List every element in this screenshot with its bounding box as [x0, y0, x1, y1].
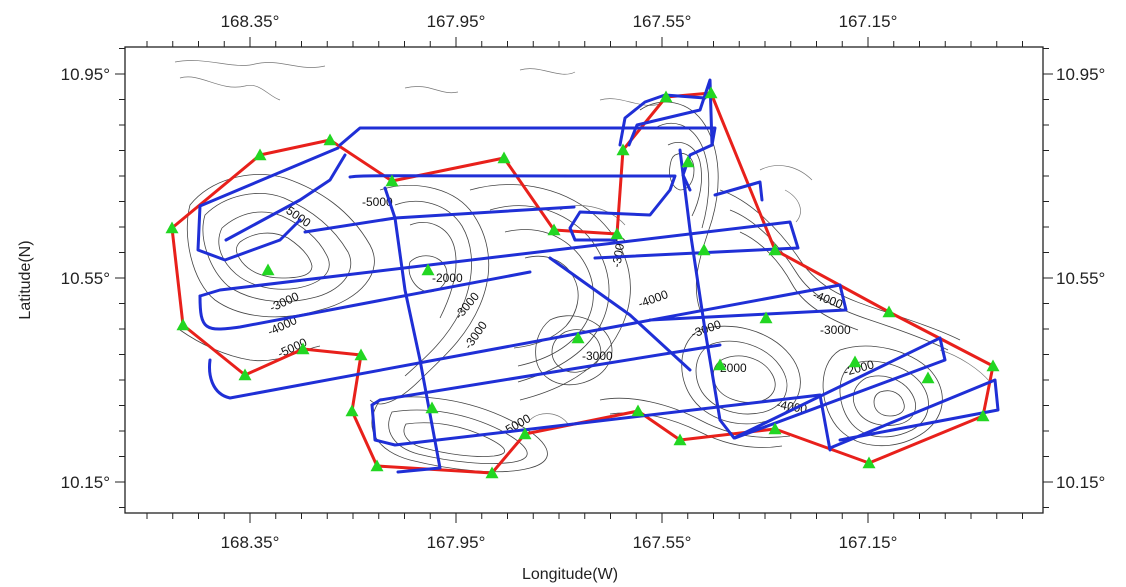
- x-tick-label: 167.95°: [427, 12, 486, 31]
- station-marker: [681, 155, 695, 168]
- contour-label: -2000: [716, 361, 747, 375]
- y-tick-labels-left: 10.95° 10.55° 10.15°: [61, 65, 110, 492]
- station-marker: [921, 371, 935, 384]
- station-marker: [697, 243, 711, 256]
- contour-label: -4000: [775, 397, 808, 416]
- station-marker: [768, 422, 782, 435]
- station-marker: [165, 221, 179, 234]
- x-axis-title: Longitude(W): [522, 566, 618, 583]
- station-marker: [176, 318, 190, 331]
- contour-label: -3000: [820, 323, 851, 337]
- station-marker: [610, 227, 624, 240]
- x-tick-labels-bottom: 168.35° 167.95° 167.55° 167.15°: [221, 533, 898, 552]
- y-axis-title: Latitude(N): [17, 240, 34, 319]
- x-tick-label: 167.15°: [839, 533, 898, 552]
- x-tick-label: 167.55°: [633, 12, 692, 31]
- station-marker: [485, 466, 499, 479]
- y-tick-label: 10.55°: [61, 269, 110, 288]
- station-marker: [354, 348, 368, 361]
- station-marker: [253, 148, 267, 161]
- map-frame: [124, 46, 1044, 514]
- station-marker: [296, 342, 310, 355]
- station-marker: [571, 331, 585, 344]
- station-marker: [616, 143, 630, 156]
- station-marker: [547, 223, 561, 236]
- y-tick-label: 10.15°: [1056, 473, 1105, 492]
- station-marker: [673, 433, 687, 446]
- station-marker: [497, 151, 511, 164]
- y-tick-label: 10.55°: [1056, 269, 1105, 288]
- station-marker: [768, 243, 782, 256]
- station-marker: [976, 409, 990, 422]
- y-tick-label: 10.15°: [61, 473, 110, 492]
- x-tick-label: 168.35°: [221, 533, 280, 552]
- station-marker: [882, 305, 896, 318]
- station-marker: [345, 404, 359, 417]
- station-marker: [704, 86, 718, 99]
- survey-tracks: [196, 78, 1000, 474]
- x-tick-label: 168.35°: [221, 12, 280, 31]
- station-marker: [759, 311, 773, 324]
- minor-ticks: [115, 37, 1053, 523]
- x-tick-labels-top: 168.35° 167.95° 167.55° 167.15°: [221, 12, 898, 31]
- station-marker: [713, 358, 727, 371]
- station-marker: [862, 456, 876, 469]
- station-marker: [323, 133, 337, 146]
- station-markers: [165, 86, 1000, 479]
- station-marker: [986, 359, 1000, 372]
- contour-label: -2000: [432, 271, 463, 285]
- station-marker: [425, 401, 439, 414]
- station-marker: [631, 404, 645, 417]
- y-tick-label: 10.95°: [1056, 65, 1105, 84]
- station-marker: [848, 355, 862, 368]
- contour-label: -5000: [362, 195, 393, 209]
- contour-label: -3000: [582, 349, 613, 363]
- station-marker: [659, 90, 673, 103]
- x-tick-label: 167.55°: [633, 533, 692, 552]
- station-marker: [385, 174, 399, 187]
- x-tick-label: 167.15°: [839, 12, 898, 31]
- x-tick-label: 167.95°: [427, 533, 486, 552]
- station-marker: [238, 368, 252, 381]
- y-tick-labels-right: 10.95° 10.55° 10.15°: [1056, 65, 1105, 492]
- y-tick-label: 10.95°: [61, 65, 110, 84]
- station-marker: [421, 263, 435, 276]
- station-marker: [518, 427, 532, 440]
- station-marker: [370, 459, 384, 472]
- station-marker: [261, 263, 275, 276]
